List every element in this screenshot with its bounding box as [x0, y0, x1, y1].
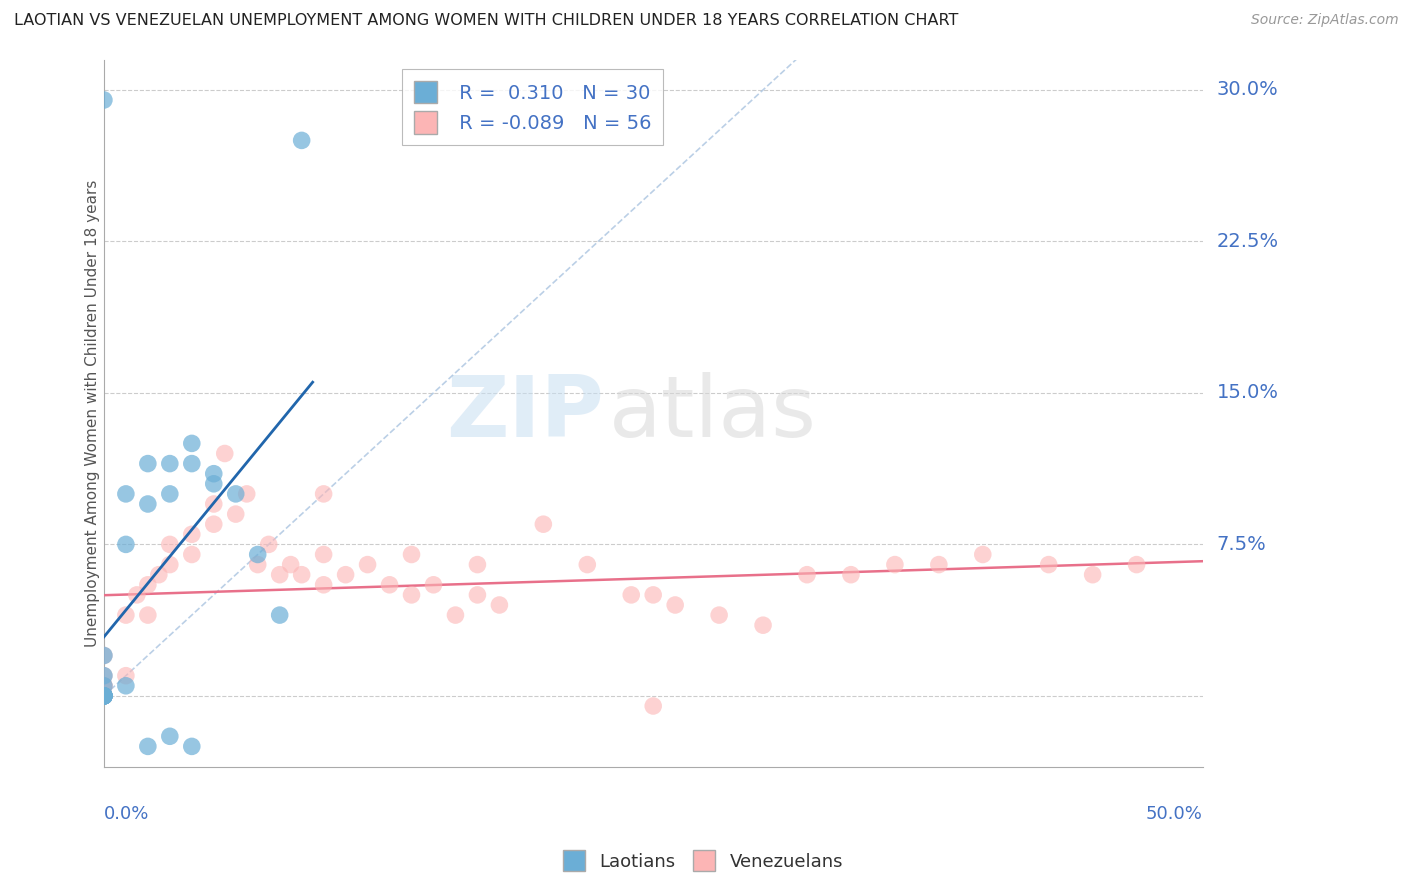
Point [93, 689, 115, 703]
Point [115, 608, 138, 623]
Point [378, 578, 401, 592]
Point [136, 497, 159, 511]
Point [93, 689, 115, 703]
Point [125, 588, 148, 602]
Point [136, 578, 159, 592]
Point [148, 567, 170, 582]
Point [93, 689, 115, 703]
Text: 0.0%: 0.0% [104, 805, 149, 823]
Point [291, 567, 314, 582]
Point [93, 689, 115, 703]
Point [159, 558, 181, 572]
Point [93, 689, 115, 703]
Point [246, 558, 269, 572]
Point [235, 487, 257, 501]
Point [180, 436, 202, 450]
Point [93, 689, 115, 703]
Point [752, 618, 775, 632]
Point [796, 567, 818, 582]
Point [928, 558, 950, 572]
Point [93, 689, 115, 703]
Point [93, 93, 115, 107]
Point [115, 669, 138, 683]
Point [488, 598, 510, 612]
Point [159, 729, 181, 743]
Point [312, 548, 335, 562]
Point [246, 548, 269, 562]
Point [422, 578, 444, 592]
Point [1125, 558, 1147, 572]
Point [707, 608, 730, 623]
Point [93, 648, 115, 663]
Point [93, 679, 115, 693]
Legend: Laotians, Venezuelans: Laotians, Venezuelans [555, 843, 851, 879]
Point [115, 679, 138, 693]
Legend:  R =  0.310   N = 30,  R = -0.089   N = 56: R = 0.310 N = 30, R = -0.089 N = 56 [402, 70, 662, 145]
Point [225, 487, 247, 501]
Point [93, 669, 115, 683]
Point [136, 608, 159, 623]
Point [214, 446, 236, 460]
Point [257, 537, 280, 551]
Point [839, 567, 862, 582]
Point [643, 588, 665, 602]
Point [202, 517, 225, 532]
Point [1038, 558, 1060, 572]
Point [401, 548, 423, 562]
Text: Source: ZipAtlas.com: Source: ZipAtlas.com [1251, 13, 1399, 28]
Point [115, 537, 138, 551]
Text: 15.0%: 15.0% [1216, 384, 1278, 402]
Point [269, 567, 291, 582]
Point [93, 648, 115, 663]
Text: atlas: atlas [609, 372, 817, 455]
Point [312, 487, 335, 501]
Point [93, 679, 115, 693]
Point [180, 457, 202, 471]
Point [115, 487, 138, 501]
Point [467, 558, 489, 572]
Text: 50.0%: 50.0% [1146, 805, 1202, 823]
Point [93, 689, 115, 703]
Point [531, 517, 554, 532]
Point [180, 548, 202, 562]
Point [159, 457, 181, 471]
Point [883, 558, 905, 572]
Point [93, 669, 115, 683]
Point [972, 548, 994, 562]
Point [664, 598, 686, 612]
Point [159, 537, 181, 551]
Text: LAOTIAN VS VENEZUELAN UNEMPLOYMENT AMONG WOMEN WITH CHILDREN UNDER 18 YEARS CORR: LAOTIAN VS VENEZUELAN UNEMPLOYMENT AMONG… [14, 13, 959, 29]
Point [93, 689, 115, 703]
Point [202, 476, 225, 491]
Point [180, 739, 202, 754]
Point [159, 487, 181, 501]
Point [467, 588, 489, 602]
Text: 30.0%: 30.0% [1216, 80, 1278, 99]
Point [620, 588, 643, 602]
Point [356, 558, 378, 572]
Text: 7.5%: 7.5% [1216, 535, 1267, 554]
Point [444, 608, 467, 623]
Point [643, 698, 665, 713]
Point [93, 689, 115, 703]
Point [291, 133, 314, 147]
Text: ZIP: ZIP [446, 372, 603, 455]
Point [225, 507, 247, 521]
Point [93, 689, 115, 703]
Point [93, 679, 115, 693]
Point [401, 588, 423, 602]
Point [202, 467, 225, 481]
Point [202, 497, 225, 511]
Point [576, 558, 599, 572]
Point [136, 739, 159, 754]
Point [269, 608, 291, 623]
Point [1081, 567, 1104, 582]
Point [312, 578, 335, 592]
Text: 22.5%: 22.5% [1216, 232, 1278, 251]
Point [136, 457, 159, 471]
Point [335, 567, 357, 582]
Point [180, 527, 202, 541]
Y-axis label: Unemployment Among Women with Children Under 18 years: Unemployment Among Women with Children U… [86, 179, 100, 647]
Point [280, 558, 302, 572]
